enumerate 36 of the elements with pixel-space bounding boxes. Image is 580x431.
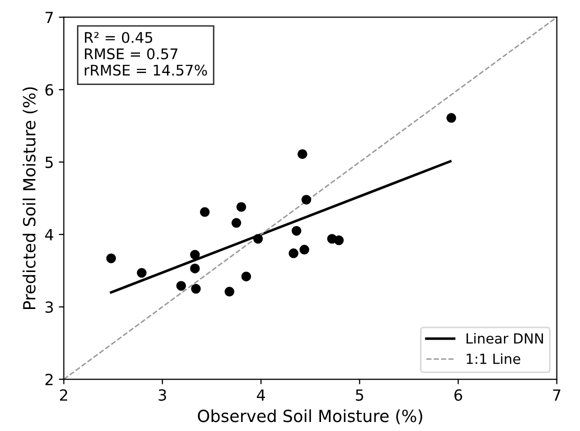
x-axis-title: Observed Soil Moisture (%) bbox=[198, 409, 422, 424]
y-tick-label: 6 bbox=[45, 84, 54, 96]
point bbox=[236, 202, 246, 212]
point bbox=[136, 268, 147, 278]
y-tick-label: 3 bbox=[46, 301, 53, 313]
legend-label: 1:1 Line bbox=[466, 353, 520, 364]
point bbox=[288, 248, 298, 258]
x-tick-label: 7 bbox=[553, 389, 560, 401]
point bbox=[241, 272, 252, 282]
x-tick-label: 4 bbox=[256, 389, 266, 401]
point bbox=[200, 207, 210, 217]
x-tick-label: 6 bbox=[454, 389, 462, 401]
point bbox=[298, 149, 308, 159]
point bbox=[253, 234, 263, 244]
point bbox=[176, 281, 186, 291]
point bbox=[334, 235, 344, 246]
y-tick-label: 5 bbox=[46, 156, 53, 168]
y-tick-label: 4 bbox=[45, 229, 54, 240]
point bbox=[191, 284, 201, 294]
point bbox=[106, 253, 116, 264]
x-tick-label: 3 bbox=[158, 389, 166, 401]
y-axis-title: Predicted Soil Moisture (%) bbox=[22, 87, 38, 309]
y-tick-label: 7 bbox=[46, 12, 53, 24]
point bbox=[301, 194, 312, 205]
legend-label: Linear DNN bbox=[466, 332, 543, 344]
point bbox=[190, 250, 200, 260]
point bbox=[446, 113, 456, 123]
annotation: R² = 0.45 RMSE = 0.57 rRMSE = 14.57% bbox=[84, 32, 207, 76]
x-tick-label: 2 bbox=[60, 389, 68, 401]
point bbox=[190, 264, 200, 274]
point bbox=[231, 218, 242, 228]
point bbox=[292, 226, 302, 236]
y-tick-label: 2 bbox=[45, 374, 53, 386]
x-tick-label: 5 bbox=[356, 389, 364, 401]
point bbox=[224, 286, 234, 297]
point bbox=[300, 244, 310, 255]
